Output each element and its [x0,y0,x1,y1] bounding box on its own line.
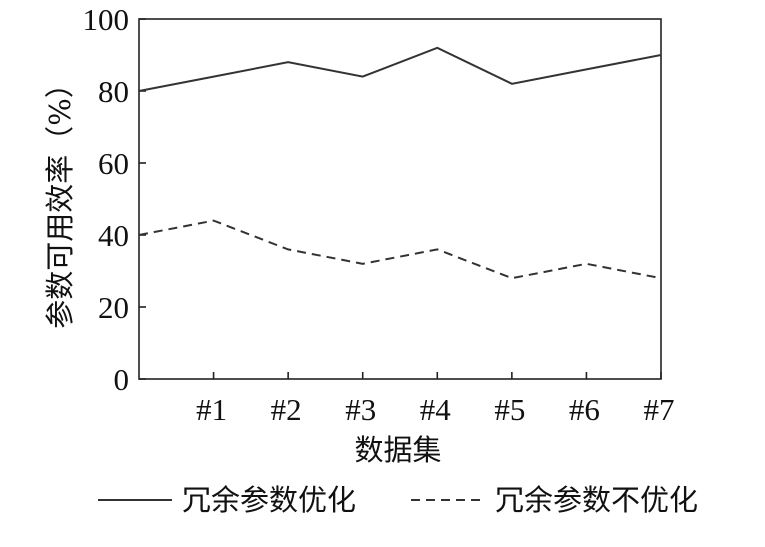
y-tick-label: 100 [83,2,130,37]
y-tick-label: 20 [98,290,129,325]
y-tick-label: 60 [98,146,129,181]
x-tick-label: #2 [271,392,302,427]
x-tick-label: #5 [494,392,525,427]
y-axis-ticks: 0 20 40 60 80 100 [83,2,146,397]
series-line-0 [138,46,662,92]
y-tick-label: 0 [114,362,130,397]
y-tick-label: 80 [98,74,129,109]
legend-label-0: 冗余参数优化 [182,483,356,517]
y-tick-label: 40 [98,218,129,253]
x-axis-ticks: #1 #2 #3 #4 #5 #6 #7 [196,372,675,427]
x-axis-title: 数据集 [354,433,441,467]
x-tick-label: #6 [569,392,600,427]
x-tick-label: #1 [196,392,227,427]
series-layer [138,46,662,280]
x-tick-label: #7 [644,392,675,427]
y-axis-title: 参数可用效率（%） [43,69,77,329]
plot-area-frame [138,18,662,380]
x-tick-label: #3 [345,392,376,427]
legend-label-1: 冗余参数不优化 [495,483,698,517]
series-line-1 [138,219,662,280]
x-tick-label: #4 [420,392,452,427]
legend: 冗余参数优化 冗余参数不优化 [98,483,698,517]
